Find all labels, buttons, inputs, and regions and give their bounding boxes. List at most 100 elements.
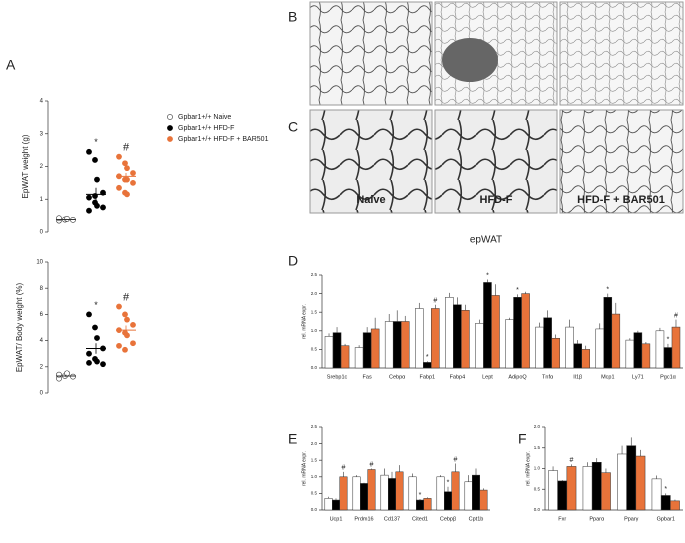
x-tick-label: AdipoQ [508, 374, 527, 380]
bar [617, 453, 627, 511]
legend-label: Gpbar1+/+ HFD-F + BAR501 [178, 136, 269, 143]
panel-label: B [288, 9, 297, 25]
image-label: HFD-F [480, 194, 513, 206]
data-point [64, 215, 70, 222]
y-tick-label: 0.5 [311, 347, 318, 352]
significance-mark: * [606, 286, 609, 293]
image-b-bar501 [559, 1, 684, 106]
x-tick-label: Gpbar1 [657, 516, 675, 522]
panel-label: E [288, 431, 297, 447]
bar [370, 328, 380, 369]
data-point [124, 332, 130, 339]
bar [475, 323, 484, 369]
legend-marker [167, 136, 173, 142]
data-point [124, 191, 130, 198]
bar [445, 297, 454, 369]
y-tick-label: 2 [40, 164, 44, 170]
y-tick-label: 6 [40, 312, 44, 318]
significance-mark: # [433, 298, 437, 305]
significance-mark: * [667, 337, 670, 344]
panel-label: F [518, 431, 527, 447]
data-point [56, 371, 62, 378]
image-label: HFD-F + BAR501 [577, 194, 665, 206]
x-tick-label: Pparγ [624, 516, 639, 522]
x-tick-label: Cd137 [384, 516, 400, 522]
image-c-bar501 [559, 109, 684, 214]
data-point [124, 316, 130, 323]
x-tick-label: Cited1 [412, 516, 428, 522]
significance-mark: * [447, 480, 450, 487]
significance-mark: * [426, 354, 429, 361]
bar [626, 445, 637, 511]
y-axis-label: rel. mRNA expr. [301, 304, 307, 339]
data-point [70, 373, 76, 380]
data-point [130, 179, 136, 186]
bar [505, 319, 514, 369]
bar [660, 495, 671, 511]
bar [340, 345, 350, 369]
bar [324, 336, 334, 369]
legend-marker [167, 114, 173, 120]
bar [603, 297, 613, 369]
bar [415, 308, 424, 369]
significance-mark: # [370, 461, 374, 468]
y-axis-label: EpWAT weight (g) [21, 134, 30, 198]
bar [625, 339, 635, 369]
x-tick-label: Ly71 [632, 374, 644, 380]
y-axis-label: rel. mRNA expr. [525, 451, 531, 486]
y-tick-label: 8 [40, 286, 44, 292]
bar [392, 321, 402, 369]
data-point [94, 358, 100, 365]
y-tick-label: 0 [40, 391, 44, 397]
significance-mark: * [516, 287, 519, 294]
bar [671, 326, 681, 369]
section-title: epWAT [470, 235, 502, 246]
y-tick-label: 2 [40, 364, 44, 370]
image-b-vessel [442, 38, 498, 82]
bar [362, 332, 372, 369]
bar [483, 282, 492, 369]
legend-label: Gpbar1+/+ HFD-F [178, 125, 234, 132]
y-tick-label: 1.0 [534, 466, 541, 471]
data-point [100, 361, 106, 368]
bar [380, 474, 389, 511]
data-point [94, 202, 100, 209]
panel-label: D [288, 253, 298, 269]
bar [416, 499, 424, 511]
y-tick-label: 2.5 [311, 424, 318, 429]
bar [491, 295, 500, 369]
bar [464, 481, 473, 511]
bar [591, 462, 602, 511]
data-point [122, 346, 128, 353]
y-tick-label: 0 [40, 230, 44, 236]
bar [611, 313, 621, 369]
data-point [124, 165, 130, 172]
data-point [86, 311, 92, 318]
x-tick-label: Cpt1b [469, 516, 484, 522]
y-tick-label: 1.0 [311, 328, 318, 333]
bar [332, 499, 340, 511]
significance-mark: * [486, 272, 489, 279]
bar [324, 498, 333, 511]
data-point [86, 359, 92, 366]
data-point [56, 215, 62, 222]
data-point [86, 207, 92, 214]
image-c-hfd [434, 109, 558, 214]
significance-mark: # [454, 456, 458, 463]
bar [595, 328, 605, 369]
y-tick-label: 0.0 [534, 507, 541, 512]
x-tick-label: Fas [363, 374, 372, 380]
significance-mark: * [664, 486, 667, 493]
x-tick-label: Cebpβ [440, 516, 456, 522]
bar [535, 326, 544, 369]
x-tick-label: Tnfα [542, 374, 554, 380]
data-point [100, 204, 106, 211]
data-point [94, 176, 100, 183]
bar [641, 343, 651, 369]
y-tick-label: 1.5 [311, 457, 318, 462]
data-point [92, 157, 98, 163]
bar [436, 476, 445, 511]
data-point [64, 370, 70, 377]
y-tick-label: 1.5 [534, 445, 541, 450]
bar [543, 317, 552, 369]
